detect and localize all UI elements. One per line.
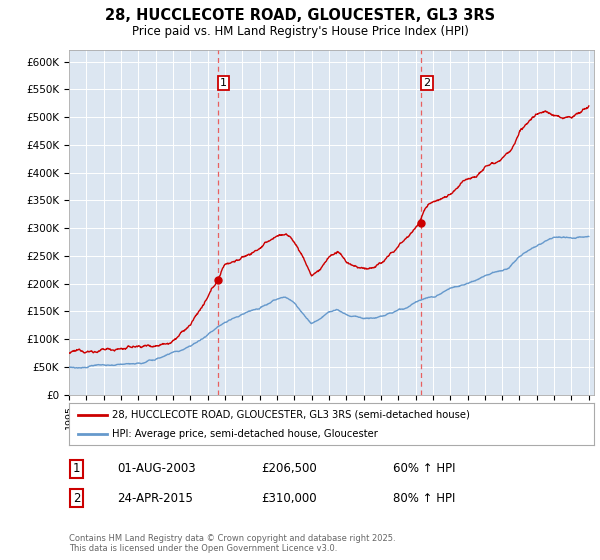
Text: 28, HUCCLECOTE ROAD, GLOUCESTER, GL3 3RS: 28, HUCCLECOTE ROAD, GLOUCESTER, GL3 3RS: [105, 8, 495, 24]
Text: 80% ↑ HPI: 80% ↑ HPI: [393, 492, 455, 505]
Text: 01-AUG-2003: 01-AUG-2003: [117, 462, 196, 475]
Text: HPI: Average price, semi-detached house, Gloucester: HPI: Average price, semi-detached house,…: [112, 429, 378, 439]
Text: 28, HUCCLECOTE ROAD, GLOUCESTER, GL3 3RS (semi-detached house): 28, HUCCLECOTE ROAD, GLOUCESTER, GL3 3RS…: [112, 409, 470, 419]
Text: 60% ↑ HPI: 60% ↑ HPI: [393, 462, 455, 475]
Text: Contains HM Land Registry data © Crown copyright and database right 2025.
This d: Contains HM Land Registry data © Crown c…: [69, 534, 395, 553]
Text: Price paid vs. HM Land Registry's House Price Index (HPI): Price paid vs. HM Land Registry's House …: [131, 25, 469, 38]
Text: 2: 2: [73, 492, 80, 505]
Text: £310,000: £310,000: [261, 492, 317, 505]
Text: 1: 1: [220, 78, 227, 88]
Text: 2: 2: [424, 78, 431, 88]
Text: £206,500: £206,500: [261, 462, 317, 475]
Text: 24-APR-2015: 24-APR-2015: [117, 492, 193, 505]
Text: 1: 1: [73, 462, 80, 475]
